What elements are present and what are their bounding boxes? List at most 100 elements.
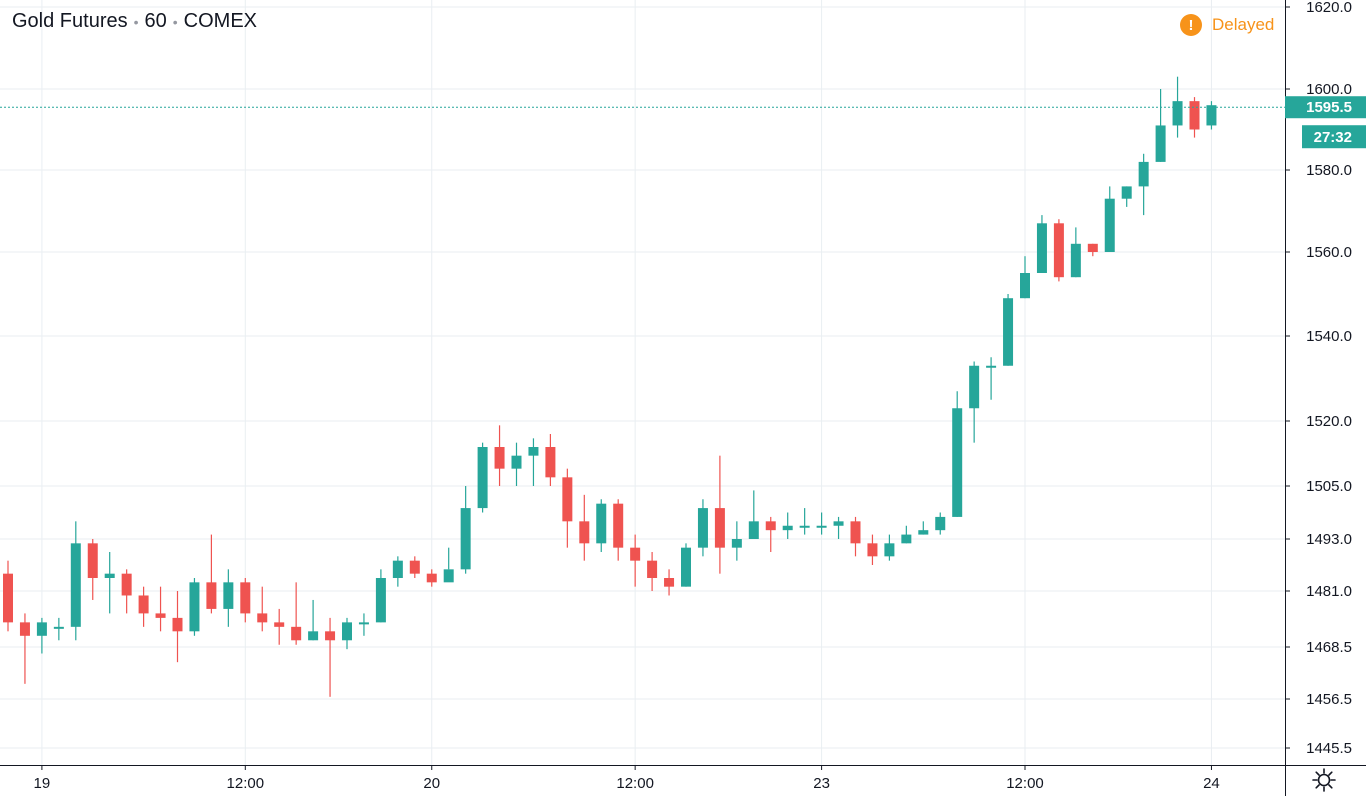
- time-axis[interactable]: 19 12:00 20 12:00 23 12:00 24: [34, 765, 1220, 792]
- candle-body: [714, 508, 725, 548]
- candle-body: [257, 613, 268, 623]
- last-price-badge: [1285, 96, 1366, 119]
- candle-body: [1206, 105, 1217, 126]
- candle-body: [562, 477, 573, 522]
- price-tick-label: 1560.0: [1306, 244, 1352, 261]
- exclamation-icon: !: [1180, 14, 1202, 36]
- candle-body: [765, 521, 776, 531]
- candle-body: [19, 622, 30, 636]
- candle-body: [494, 447, 505, 469]
- candle-body: [104, 573, 115, 578]
- candle-body: [409, 560, 420, 574]
- candle-body: [70, 543, 81, 627]
- candle-body: [3, 573, 13, 623]
- candle-body: [613, 503, 624, 548]
- gear-icon[interactable]: [1310, 766, 1338, 794]
- countdown-label: 27:32: [1314, 129, 1352, 146]
- candle-body: [206, 582, 217, 609]
- candle-body: [596, 503, 607, 544]
- title-separator: •: [133, 13, 139, 30]
- candle-body: [87, 543, 98, 578]
- candle-body: [664, 578, 675, 587]
- price-tick-label: 1493.0: [1306, 531, 1352, 548]
- candle-body: [358, 622, 369, 625]
- candle-body: [291, 626, 302, 641]
- candle-body: [528, 447, 539, 456]
- candle-body: [1003, 298, 1014, 366]
- candle-body: [477, 447, 488, 509]
- candle-body: [816, 525, 827, 528]
- delayed-label: Delayed: [1212, 15, 1275, 34]
- candle-body: [138, 595, 149, 614]
- time-tick-label: 20: [423, 775, 440, 792]
- last-price-label: 1595.5: [1306, 99, 1352, 116]
- candle-body: [630, 547, 641, 561]
- time-tick-label: 23: [813, 775, 830, 792]
- candle-body: [1172, 101, 1183, 126]
- price-tick-label: 1505.0: [1306, 478, 1352, 495]
- candle-body: [1189, 101, 1200, 130]
- candle-body: [952, 408, 963, 517]
- candle-body: [1121, 186, 1132, 199]
- time-tick-label: 19: [34, 775, 51, 792]
- candle-body: [325, 631, 336, 641]
- candle-body: [918, 530, 929, 535]
- candle-body: [426, 573, 437, 583]
- time-tick-label: 12:00: [616, 775, 654, 792]
- candle-body: [443, 569, 454, 583]
- symbol-name[interactable]: Gold Futures: [12, 10, 128, 32]
- price-tick-label: 1580.0: [1306, 162, 1352, 179]
- candle-body: [697, 508, 708, 548]
- candle-body: [782, 525, 793, 531]
- candle-body: [545, 447, 556, 478]
- candle-body: [172, 617, 183, 632]
- candle-body: [1104, 198, 1115, 252]
- candle-body: [274, 622, 285, 627]
- candle-body: [53, 626, 64, 629]
- candle-body: [189, 582, 200, 632]
- candle-body: [155, 613, 166, 618]
- candle-body: [1036, 223, 1047, 273]
- chart-title: Gold Futures • 60 • COMEX: [12, 10, 257, 33]
- candle-body: [342, 622, 352, 641]
- candle-body: [884, 543, 895, 557]
- price-tick-label: 1445.5: [1306, 740, 1352, 757]
- price-labels: 1595.5 27:32: [1285, 96, 1366, 149]
- exchange-label: COMEX: [183, 10, 258, 32]
- candle-body: [121, 573, 132, 596]
- candle-body: [1155, 125, 1166, 162]
- candle-body: [223, 582, 234, 609]
- price-tick-label: 1456.5: [1306, 691, 1352, 708]
- price-tick-label: 1540.0: [1306, 328, 1352, 345]
- candle-body: [1070, 243, 1081, 278]
- price-tick-label: 1481.0: [1306, 583, 1352, 600]
- candle-body: [36, 622, 47, 636]
- candle-body: [392, 560, 403, 578]
- candle-body: [969, 365, 980, 409]
- candle-body: [460, 508, 471, 570]
- candle-body: [647, 560, 658, 578]
- candle-body: [681, 547, 691, 587]
- interval-label[interactable]: 60: [144, 10, 167, 32]
- price-tick-label: 1600.0: [1306, 81, 1352, 98]
- delayed-status[interactable]: ! Delayed: [1180, 13, 1274, 37]
- candle-body: [986, 365, 997, 368]
- candle-body: [375, 578, 386, 623]
- price-tick-label: 1520.0: [1306, 413, 1352, 430]
- candle-body: [308, 631, 319, 641]
- candle-body: [1138, 161, 1149, 187]
- candle-body: [901, 534, 912, 544]
- price-axis[interactable]: 1620.0 1600.0 1580.0 1560.0 1540.0 1520.0 1505…: [1285, 0, 1352, 757]
- candle-body: [935, 516, 946, 531]
- candle-body: [799, 525, 810, 528]
- candle-body: [867, 543, 878, 557]
- candle-body: [579, 521, 590, 544]
- candle-body: [1087, 243, 1098, 252]
- time-tick-label: 12:00: [227, 775, 265, 792]
- candle-body: [1020, 273, 1030, 299]
- candle-body: [1053, 223, 1064, 278]
- candle-body: [850, 521, 861, 544]
- candle-body: [511, 455, 522, 469]
